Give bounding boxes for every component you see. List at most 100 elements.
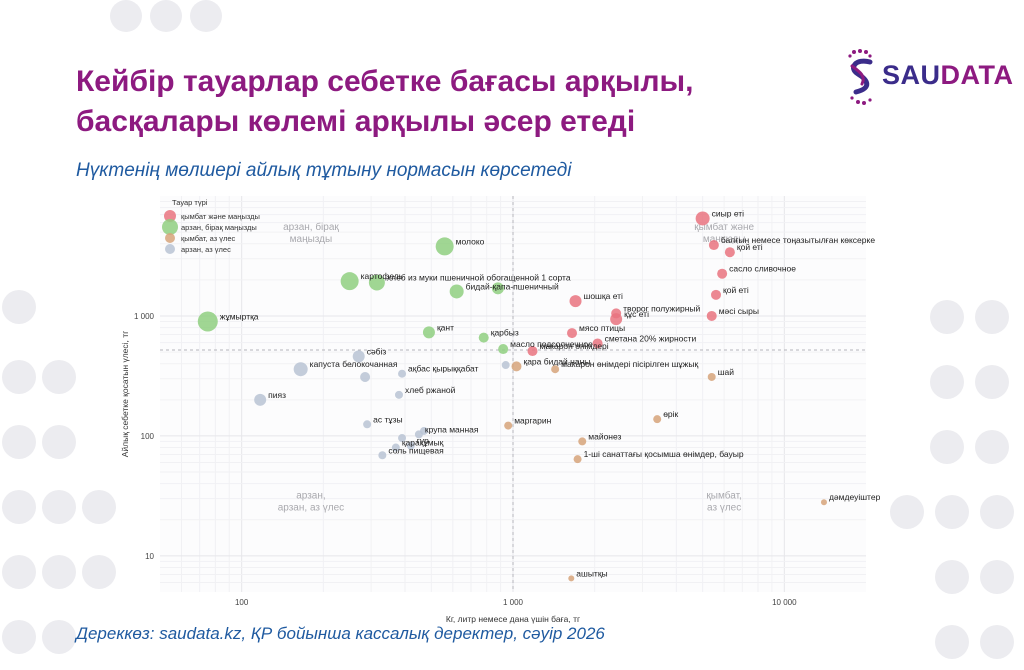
- point-label: дәмдеуіштер: [829, 492, 881, 502]
- data-point: [394, 390, 403, 399]
- data-point: [820, 499, 827, 506]
- data-point: [491, 282, 504, 295]
- data-point: [378, 451, 387, 460]
- data-point: [551, 365, 560, 374]
- point-label: ас тұзы: [373, 414, 403, 424]
- point-label: соль пищевая: [388, 445, 444, 455]
- legend-swatch: [162, 219, 178, 235]
- point-label: макарон өнімдері пісірілген шұжық: [561, 359, 698, 369]
- point-label: балғын немесе тоңазытылған көксерке: [721, 235, 875, 245]
- point-label: 1-ші санаттағы қосымша өнімдер, бауыр: [584, 449, 744, 459]
- point-label: мясо птицы: [579, 323, 625, 333]
- title-line-2: басқалары көлемі арқылы әсер етеді: [76, 105, 636, 138]
- data-point: [504, 421, 513, 430]
- decor-dot: [42, 620, 76, 654]
- decor-dot: [150, 0, 182, 32]
- decor-dot: [2, 555, 36, 589]
- title-line-1: Кейбір тауарлар себетке бағасы арқылы,: [76, 65, 694, 98]
- decor-dot: [42, 360, 76, 394]
- data-point: [254, 393, 267, 406]
- data-point: [708, 240, 719, 251]
- decor-dot: [935, 625, 969, 659]
- quadrant-label: арзан, бірақ: [283, 221, 339, 233]
- data-point: [653, 415, 662, 424]
- point-label: гүр: [417, 436, 429, 446]
- point-label: хлеб из муки пшеничной обогащенной 1 сор…: [387, 273, 571, 283]
- point-label: қой еті: [723, 285, 749, 295]
- decor-dot: [42, 490, 76, 524]
- source-note: Дереккөз: saudata.kz, ҚР бойынша кассалы…: [76, 624, 605, 643]
- data-point: [707, 372, 716, 381]
- saudata-logo: SAUDATA: [842, 46, 1013, 110]
- data-point: [724, 247, 735, 258]
- decor-dot: [890, 495, 924, 529]
- decor-dot: [82, 555, 116, 589]
- quadrant-label: манызды: [703, 234, 746, 245]
- point-label: қант: [437, 322, 454, 332]
- y-tick-label: 100: [141, 432, 155, 441]
- point-label: сметана 20% жирности: [605, 333, 697, 343]
- data-point: [398, 434, 407, 443]
- quadrant-label: қымбат және: [694, 221, 754, 233]
- point-label: майонез: [588, 431, 621, 441]
- y-tick-label: 1 000: [134, 312, 155, 321]
- legend-item-label: қымбат және маңызды: [181, 212, 260, 221]
- decor-dot: [2, 290, 36, 324]
- data-point: [478, 332, 489, 343]
- legend-title: Тауар түрі: [172, 198, 208, 207]
- decor-dot: [2, 360, 36, 394]
- point-label: жұмыртқа: [220, 311, 259, 321]
- point-label: шошқа еті: [584, 291, 624, 301]
- point-label: қарақұмық: [402, 438, 444, 448]
- data-point: [498, 344, 509, 355]
- x-tick-label: 1 000: [503, 598, 524, 607]
- point-label: картофель: [361, 271, 404, 281]
- data-point: [695, 211, 710, 226]
- data-point: [449, 284, 464, 299]
- point-label: сәбіз: [367, 346, 387, 356]
- data-point: [435, 237, 454, 256]
- point-label: қой еті: [737, 242, 763, 252]
- data-point: [568, 575, 575, 582]
- data-point: [567, 328, 578, 339]
- quadrant-label: маңызды: [290, 234, 333, 245]
- legend-swatch: [165, 233, 175, 243]
- decor-dot: [42, 425, 76, 459]
- data-point: [391, 443, 400, 452]
- decor-dot: [2, 620, 36, 654]
- point-label: бидай-қапа-пшеничный: [466, 281, 559, 291]
- decor-dot: [42, 555, 76, 589]
- legend-item-label: арзан, аз үлес: [181, 245, 231, 254]
- legend-swatch: [164, 210, 176, 222]
- decor-dot: [110, 0, 142, 32]
- data-point: [363, 420, 372, 429]
- point-label: хлеб ржаной: [405, 385, 456, 395]
- quadrant-label: арзан,: [296, 491, 325, 502]
- legend-item-label: арзан, бірақ маңызды: [181, 223, 257, 232]
- page-title: Кейбір тауарлар себетке бағасы арқылы, б…: [76, 62, 776, 142]
- point-label: қара бидай наны: [523, 356, 590, 366]
- data-point: [717, 268, 728, 279]
- decor-dot: [980, 560, 1014, 594]
- point-label: макарон өнімдері: [540, 341, 609, 351]
- decor-dot: [2, 490, 36, 524]
- data-point: [360, 371, 371, 382]
- point-label: ашытқы: [576, 568, 607, 578]
- data-point: [711, 289, 722, 300]
- data-point: [573, 455, 582, 464]
- point-label: сиыр еті: [712, 208, 745, 218]
- decor-dot: [930, 365, 964, 399]
- decor-dot: [190, 0, 222, 32]
- decor-dot: [935, 560, 969, 594]
- data-point: [398, 369, 407, 378]
- logo-wordmark: SAUDATA: [882, 60, 1014, 90]
- y-axis-label: Айлық себетке қосатын үлесі, тг: [120, 331, 130, 458]
- point-label: молоко: [456, 236, 485, 246]
- data-point: [368, 274, 385, 291]
- point-label: мәсі сыры: [719, 306, 759, 316]
- quadrant-label: аз үлес: [707, 503, 741, 514]
- data-point: [420, 426, 429, 435]
- data-point: [197, 311, 218, 332]
- x-axis-label: Кг, литр немесе дана үшін баға, тг: [446, 614, 580, 624]
